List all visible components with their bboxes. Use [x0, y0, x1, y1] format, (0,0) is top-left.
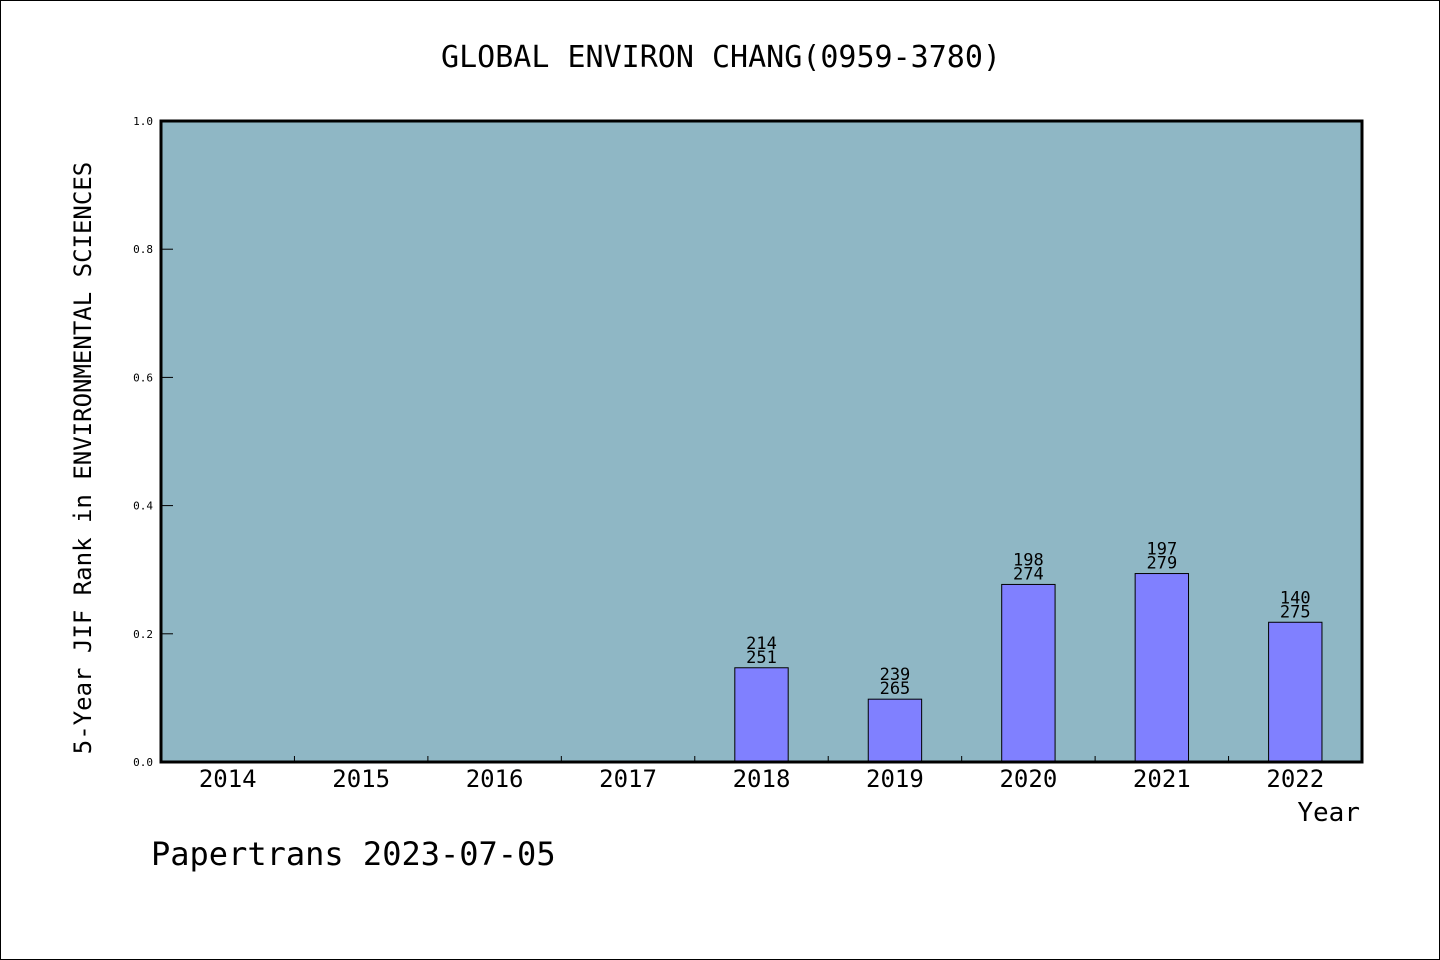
bar [1134, 573, 1190, 763]
y-axis-label: 5-Year JIF Rank in ENVIRONMENTAL SCIENCE… [69, 162, 97, 754]
bar-rank-label: 140 [1280, 588, 1311, 608]
y-tick-label: 0.2 [133, 628, 153, 641]
bar [734, 667, 789, 763]
x-tick-label: 2021 [1133, 765, 1191, 793]
bar-total-label: 279 [1146, 554, 1177, 574]
y-axis-ticks: 0.0 0.2 0.4 0.6 0.8 1.0 [133, 115, 173, 769]
bar-total-label: 274 [1013, 564, 1044, 584]
bar-rank-label: 197 [1146, 540, 1177, 560]
y-tick-label: 0.4 [133, 500, 153, 513]
bar [1268, 621, 1323, 763]
bar [867, 698, 923, 763]
y-tick-label: 0.0 [133, 756, 153, 769]
y-tick-label: 1.0 [133, 115, 153, 128]
x-tick-label: 2016 [466, 765, 524, 793]
footer-source-text: Papertrans 2023-07-05 [151, 835, 556, 873]
x-axis-ticks: 2014 2015 2016 2017 2018 2019 2020 2021 2022 [199, 756, 1324, 793]
bar-total-label: 251 [746, 648, 777, 668]
x-tick-label: 2015 [332, 765, 390, 793]
y-tick-label: 0.8 [133, 243, 153, 256]
bar-rank-label: 214 [746, 634, 777, 654]
bar-rank-label: 239 [880, 665, 911, 685]
x-tick-label: 2017 [599, 765, 657, 793]
bars-layer [734, 573, 1323, 763]
plot-border [159, 119, 1364, 764]
x-axis-label: Year [1297, 798, 1360, 828]
x-tick-label: 2018 [733, 765, 791, 793]
x-tick-label: 2014 [199, 765, 257, 793]
bar-total-label: 265 [880, 679, 911, 699]
bar-total-label: 275 [1280, 602, 1311, 622]
chart-title: GLOBAL ENVIRON CHANG(0959-3780) [441, 40, 1001, 75]
y-tick-label: 0.6 [133, 371, 153, 384]
x-tick-label: 2019 [866, 765, 924, 793]
bar [1001, 583, 1056, 763]
bar-rank-label: 198 [1013, 550, 1044, 570]
x-tick-label: 2022 [1266, 765, 1324, 793]
x-tick-label: 2020 [999, 765, 1057, 793]
